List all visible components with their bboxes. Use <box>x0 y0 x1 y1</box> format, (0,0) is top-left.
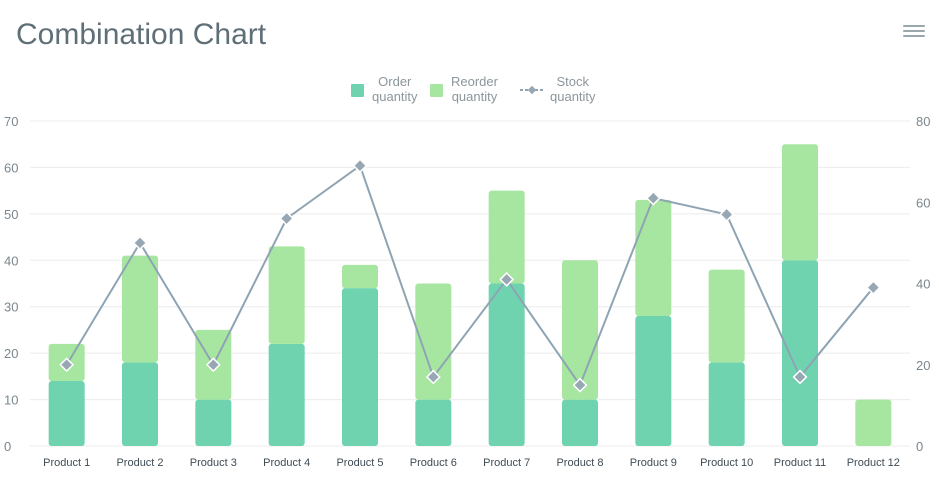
y-right-tick-label: 20 <box>916 358 930 373</box>
bar-order-5[interactable] <box>342 288 378 446</box>
y-left-tick-label: 40 <box>4 253 18 268</box>
bar-reorder-2[interactable] <box>122 256 158 363</box>
y-left-tick-label: 30 <box>4 300 18 315</box>
gridlines <box>30 121 910 446</box>
bar-reorder-11[interactable] <box>782 144 818 260</box>
bar-order-11[interactable] <box>782 260 818 446</box>
y-left-tick-label: 0 <box>4 439 11 454</box>
y-left-tick-label: 20 <box>4 346 18 361</box>
bar-reorder-4[interactable] <box>269 246 305 344</box>
stock-markers <box>60 159 879 391</box>
bar-reorder-10[interactable] <box>709 270 745 363</box>
y-left-tick-label: 60 <box>4 160 18 175</box>
bar-reorder-7[interactable] <box>489 191 525 284</box>
x-category-label: Product 3 <box>190 457 237 469</box>
bar-order-8[interactable] <box>562 400 598 446</box>
x-category-label: Product 10 <box>700 457 753 469</box>
stock-line <box>67 166 874 385</box>
bar-order-4[interactable] <box>269 344 305 446</box>
x-category-label: Product 6 <box>410 457 457 469</box>
y-right-tick-label: 60 <box>916 195 930 210</box>
x-category-label: Product 12 <box>847 457 900 469</box>
bars <box>49 144 892 446</box>
x-category-label: Product 1 <box>43 457 90 469</box>
x-category-label: Product 11 <box>774 457 826 469</box>
x-category-label: Product 9 <box>630 457 677 469</box>
y-right-tick-label: 40 <box>916 277 930 292</box>
x-category-label: Product 2 <box>116 457 163 469</box>
bar-reorder-12[interactable] <box>855 400 891 446</box>
stock-marker-5[interactable] <box>354 159 367 172</box>
bar-order-10[interactable] <box>709 362 745 446</box>
bar-order-2[interactable] <box>122 362 158 446</box>
y-right-tick-label: 0 <box>916 439 923 454</box>
y-axis-right: 0 20 40 60 80 <box>916 114 930 454</box>
x-category-label: Product 4 <box>263 457 310 469</box>
bar-order-1[interactable] <box>49 381 85 446</box>
bar-order-9[interactable] <box>635 316 671 446</box>
y-axis-left: 0 10 20 30 40 50 60 70 <box>4 114 18 454</box>
y-left-tick-label: 10 <box>4 393 18 408</box>
y-left-tick-label: 70 <box>4 114 18 129</box>
bar-order-7[interactable] <box>489 284 525 447</box>
stock-marker-10[interactable] <box>720 208 733 221</box>
bar-reorder-5[interactable] <box>342 265 378 288</box>
x-category-label: Product 5 <box>336 457 383 469</box>
stock-marker-2[interactable] <box>134 237 147 250</box>
x-category-label: Product 7 <box>483 457 530 469</box>
x-axis-categories: Product 1 Product 2 Product 3 Product 4 Prod… <box>43 457 900 469</box>
y-left-tick-label: 50 <box>4 207 18 222</box>
bar-order-3[interactable] <box>195 400 231 446</box>
bar-order-6[interactable] <box>415 400 451 446</box>
x-category-label: Product 8 <box>556 457 603 469</box>
bar-reorder-9[interactable] <box>635 200 671 316</box>
y-right-tick-label: 80 <box>916 114 930 129</box>
stock-line-path <box>67 166 874 385</box>
